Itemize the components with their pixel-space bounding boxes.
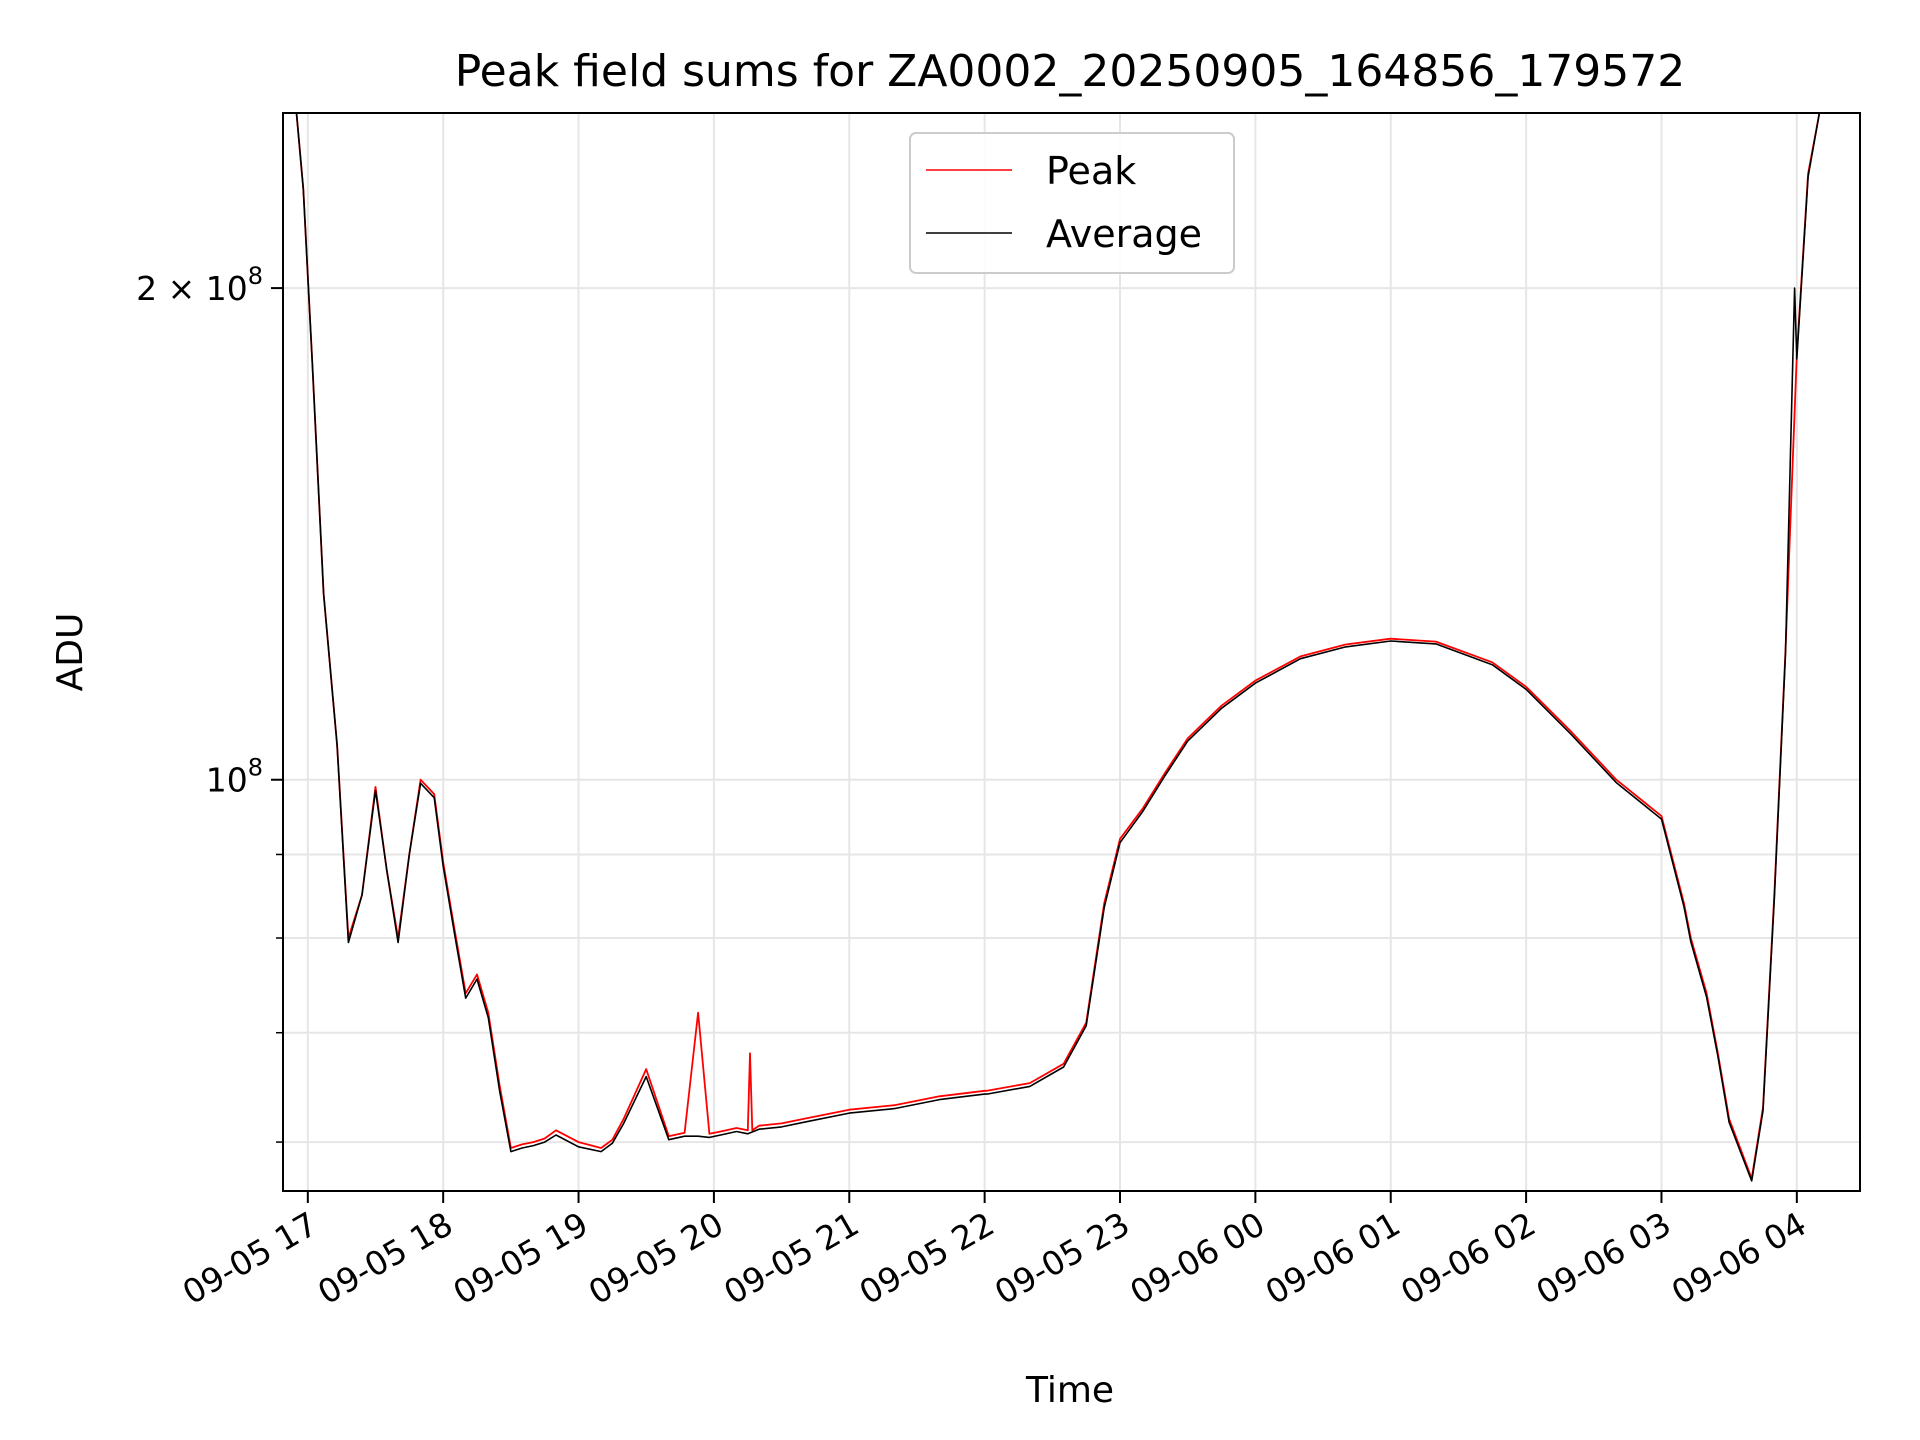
- x-tick-label: 09-06 03: [1529, 1204, 1677, 1312]
- grid-layer: [283, 113, 1860, 1191]
- x-tick-label: 09-05 23: [988, 1204, 1136, 1312]
- x-tick-label: 09-06 02: [1394, 1204, 1542, 1312]
- y-tick-base: 10: [206, 761, 248, 800]
- y-tick-label: 2 × 108: [136, 262, 263, 308]
- legend: Peak Average: [909, 132, 1235, 274]
- x-tick-label: 09-05 20: [582, 1204, 730, 1312]
- series-line-peak: [283, 113, 1831, 1180]
- x-tick-label: 09-06 01: [1259, 1204, 1407, 1312]
- chart-title: Peak field sums for ZA0002_20250905_1648…: [455, 46, 1686, 97]
- x-tick-label: 09-05 18: [311, 1204, 459, 1312]
- legend-label-average: Average: [1046, 212, 1202, 256]
- y-tick-base: 2 × 10: [136, 269, 248, 308]
- y-axis-label: ADU: [50, 613, 91, 692]
- legend-box: [909, 132, 1235, 274]
- x-tick-label: 09-05 19: [447, 1204, 595, 1312]
- x-tick-label: 09-06 00: [1123, 1204, 1271, 1312]
- x-axis-label: Time: [1025, 1370, 1114, 1411]
- y-tick-exponent: 8: [248, 754, 263, 782]
- legend-label-peak: Peak: [1046, 149, 1136, 193]
- y-tick-exponent: 8: [248, 262, 263, 290]
- x-tick-label: 09-05 21: [717, 1204, 865, 1312]
- series-layer: [283, 113, 1831, 1182]
- x-tick-label: 09-05 17: [176, 1204, 324, 1312]
- y-tick-label: 108: [206, 754, 263, 800]
- x-tick-label: 09-05 22: [853, 1204, 1001, 1312]
- plot-frame: [282, 112, 1861, 1192]
- series-line-average: [283, 113, 1831, 1182]
- x-tick-label: 09-06 04: [1665, 1204, 1813, 1312]
